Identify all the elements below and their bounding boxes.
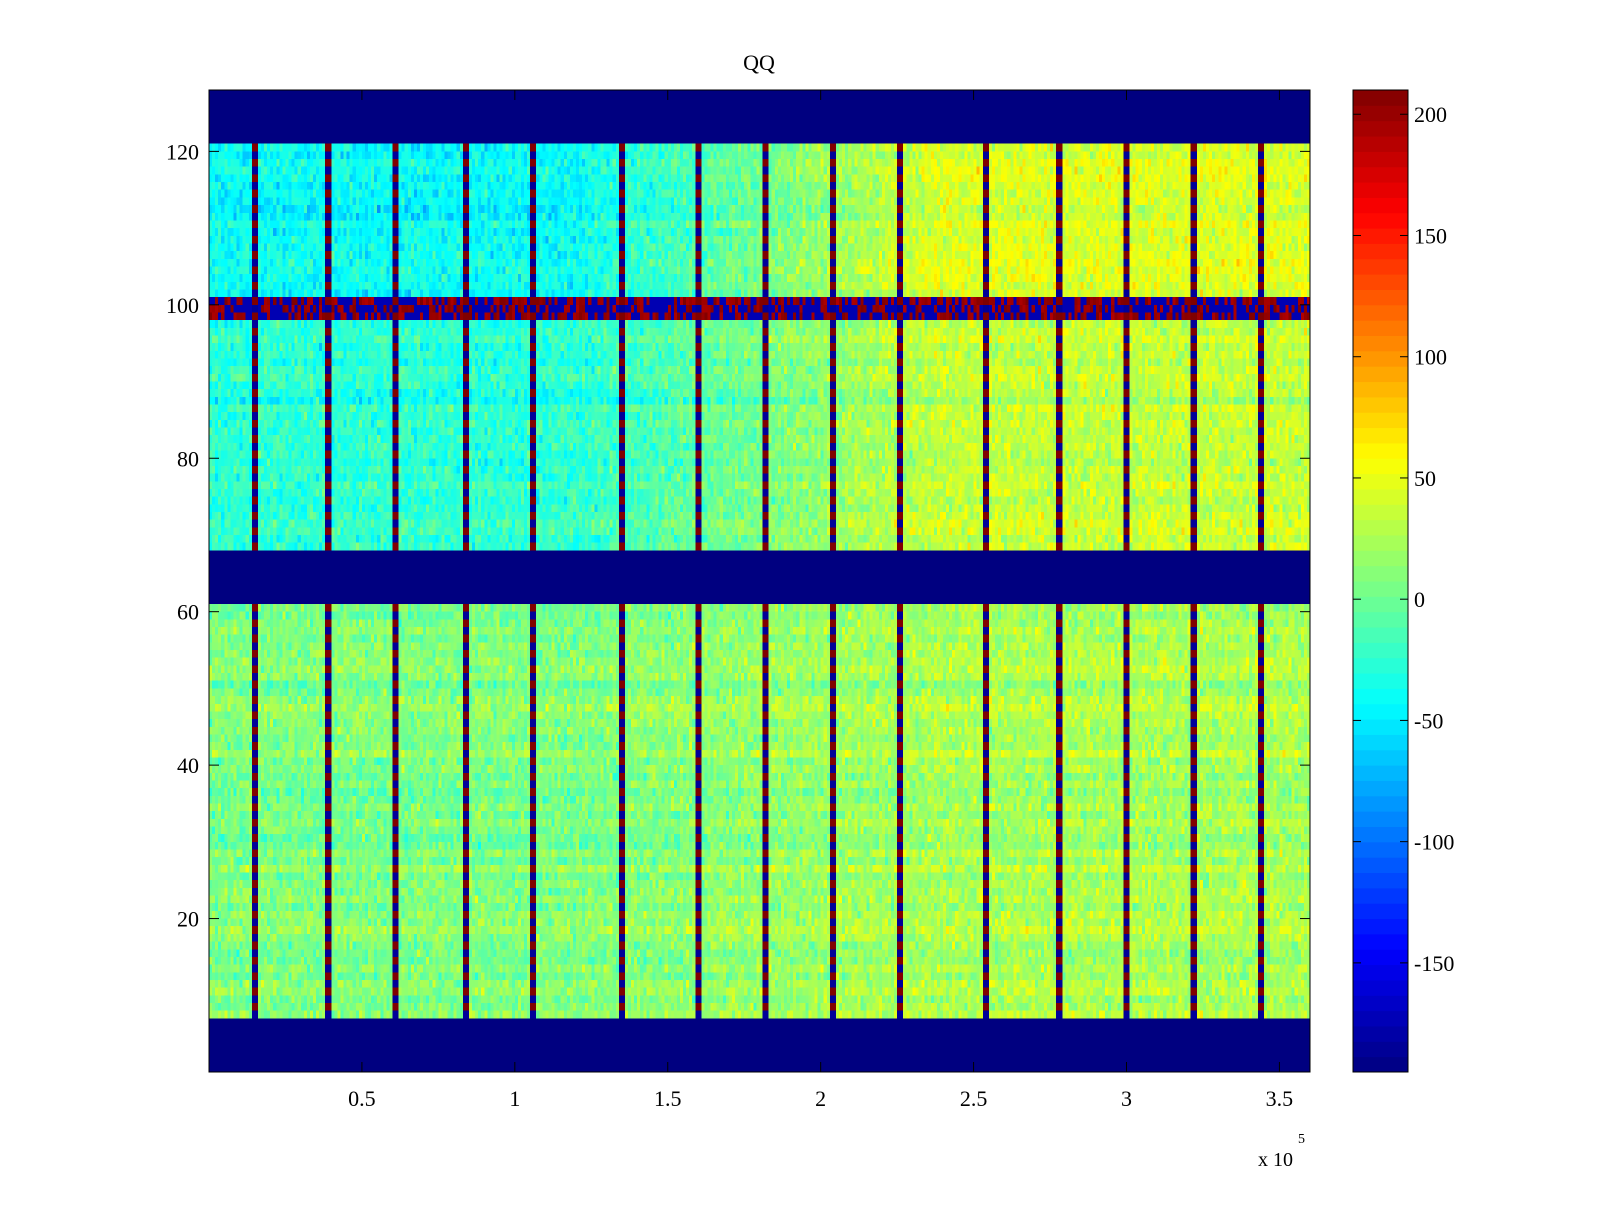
colorbar-band (1353, 458, 1408, 475)
colorbar-band (1353, 826, 1408, 843)
colorbar-band (1353, 918, 1408, 935)
colorbar-band (1353, 627, 1408, 643)
plot-axes-frame (208, 89, 1311, 1073)
y-axis-ticks: 20 40 60 80 100 120 (166, 139, 1310, 932)
colorbar-band (1353, 703, 1408, 720)
colorbar-band (1353, 642, 1408, 659)
colorbar-band (1353, 1056, 1408, 1073)
y-tick-label: 40 (177, 753, 199, 778)
heatmap-image (209, 90, 1310, 1072)
heatmap-cells (209, 90, 1310, 1072)
colorbar-band (1353, 995, 1408, 1012)
chart-title: QQ (743, 50, 775, 75)
colorbar-band (1353, 335, 1408, 352)
colorbar-band (1353, 442, 1408, 459)
y-tick-label: 60 (177, 600, 199, 625)
colorbar-band (1353, 964, 1408, 981)
x-tick-label: 3 (1121, 1086, 1132, 1111)
colorbar-band (1353, 1010, 1408, 1027)
colorbar-band (1353, 166, 1408, 183)
colorbar-band (1353, 979, 1408, 996)
colorbar-band (1353, 412, 1408, 429)
colorbar-band (1353, 304, 1408, 321)
colorbar-band (1353, 519, 1408, 536)
colorbar-band (1353, 749, 1408, 766)
colorbar-band (1353, 857, 1408, 874)
colorbar-band (1353, 197, 1408, 214)
colorbar-band (1353, 933, 1408, 950)
colorbar-tick-label: 50 (1414, 466, 1436, 491)
colorbar-bands (1353, 90, 1408, 1073)
colorbar-band (1353, 887, 1408, 904)
colorbar-tick-label: 200 (1414, 102, 1447, 127)
colorbar-band (1353, 657, 1408, 674)
colorbar-tick-label: -50 (1414, 708, 1443, 733)
colorbar-band (1353, 734, 1408, 751)
y-tick-label: 80 (177, 446, 199, 471)
colorbar-band (1353, 1025, 1408, 1042)
colorbar-band (1353, 949, 1408, 966)
colorbar-band (1353, 795, 1408, 812)
colorbar-band (1353, 765, 1408, 781)
colorbar-band (1353, 504, 1408, 521)
colorbar-band (1353, 488, 1408, 505)
colorbar-band (1353, 596, 1408, 613)
colorbar-band (1353, 903, 1408, 920)
colorbar-band (1353, 350, 1408, 367)
colorbar-band (1353, 581, 1408, 597)
x-tick-label: 2.5 (960, 1086, 988, 1111)
colorbar-band (1353, 228, 1408, 244)
x-tick-label: 0.5 (348, 1086, 376, 1111)
x-tick-label: 2 (815, 1086, 826, 1111)
colorbar-band (1353, 1041, 1408, 1058)
colorbar-band (1353, 611, 1408, 628)
colorbar-tick-label: -100 (1414, 830, 1454, 855)
colorbar-tick-label: -150 (1414, 951, 1454, 976)
colorbar-band (1353, 396, 1408, 413)
colorbar-band (1353, 381, 1408, 398)
colorbar-band (1353, 565, 1408, 582)
colorbar-band (1353, 780, 1408, 797)
x-tick-label: 1.5 (654, 1086, 682, 1111)
colorbar-band (1353, 258, 1408, 275)
colorbar-tick-label: 0 (1414, 587, 1425, 612)
colorbar-band (1353, 688, 1408, 705)
y-tick-label: 100 (166, 293, 199, 318)
colorbar-tick-label: 100 (1414, 345, 1447, 370)
colorbar-band (1353, 243, 1408, 260)
colorbar-band (1353, 289, 1408, 306)
colorbar-band (1353, 366, 1408, 383)
colorbar-tick-label: 150 (1414, 223, 1447, 248)
colorbar-band (1353, 550, 1408, 567)
colorbar-band (1353, 473, 1408, 490)
colorbar-band (1353, 841, 1408, 858)
colorbar-band (1353, 90, 1408, 106)
colorbar-band (1353, 872, 1408, 889)
colorbar-band (1353, 120, 1408, 137)
colorbar-frame (1352, 89, 1409, 1073)
x-exponent-label: x 10 (1258, 1149, 1293, 1171)
colorbar-band (1353, 320, 1408, 336)
colorbar-band (1353, 182, 1408, 198)
colorbar-band (1353, 534, 1408, 551)
x-axis-ticks: 0.5 1 1.5 2 2.5 3 3.5 (348, 90, 1293, 1111)
colorbar-ticks: 200 150 100 50 0 -50 -100 -150 (1353, 102, 1454, 976)
colorbar-band (1353, 274, 1408, 290)
y-tick-label: 120 (166, 139, 199, 164)
x-exponent-power: 5 (1298, 1132, 1305, 1147)
colorbar-band (1353, 151, 1408, 168)
colorbar-band (1353, 427, 1408, 444)
x-tick-label: 3.5 (1266, 1086, 1294, 1111)
colorbar-band (1353, 212, 1408, 229)
x-tick-label: 1 (509, 1086, 520, 1111)
colorbar-band (1353, 673, 1408, 689)
colorbar-band (1353, 105, 1408, 122)
y-tick-label: 20 (177, 907, 199, 932)
colorbar-band (1353, 811, 1408, 827)
colorbar-band (1353, 136, 1408, 152)
colorbar-band (1353, 719, 1408, 735)
